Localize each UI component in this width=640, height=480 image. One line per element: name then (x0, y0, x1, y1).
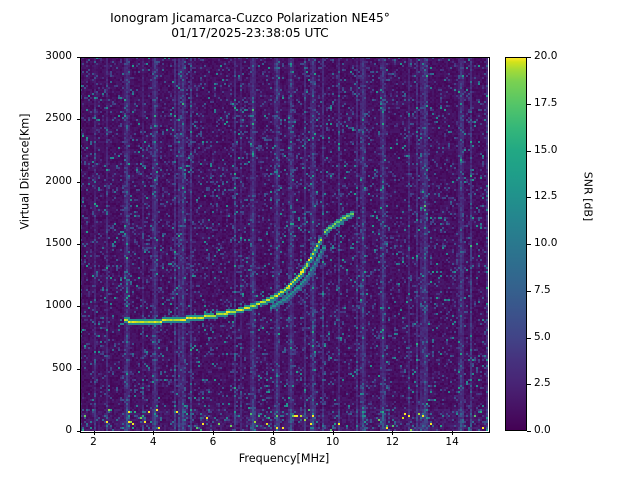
y-tick (76, 244, 80, 245)
x-tick (332, 431, 334, 435)
colorbar-label: SNR [dB] (581, 171, 595, 222)
y-tick (76, 306, 80, 308)
x-tick (93, 431, 95, 435)
y-tick-label: 2000 (45, 174, 72, 187)
colorbar-tick-label: 20.0 (534, 50, 558, 62)
colorbar-tick-label: 5.0 (534, 330, 551, 343)
figure-title: Ionogram Jicamarca-Cuzco Polarization NE… (0, 11, 500, 41)
y-tick-label: 1500 (45, 237, 72, 249)
x-tick-label: 4 (149, 436, 157, 448)
colorbar-tick (527, 337, 531, 339)
x-tick (153, 431, 155, 435)
x-tick-label: 10 (325, 436, 340, 448)
y-tick-label: 1000 (45, 299, 72, 312)
colorbar-tick (527, 244, 531, 245)
colorbar-tick-label: 2.5 (534, 377, 551, 390)
x-axis-label: Frequency[MHz] (238, 452, 330, 465)
colorbar-tick (527, 384, 531, 386)
colorbar-tick-label: 7.5 (534, 283, 551, 296)
y-tick-label: 2500 (45, 112, 72, 125)
x-tick (392, 431, 394, 435)
x-tick (272, 431, 274, 435)
colorbar-tick-label: 10.0 (534, 237, 558, 249)
colorbar-tick-label: 17.5 (534, 96, 558, 109)
y-tick (76, 119, 80, 121)
snr-heatmap-canvas (80, 57, 488, 431)
colorbar-tick-label: 0.0 (534, 424, 551, 436)
colorbar-tick (527, 197, 531, 199)
x-tick-label: 8 (269, 436, 277, 448)
y-tick-label: 0 (65, 424, 72, 436)
colorbar-tick (527, 103, 531, 105)
y-tick-label: 3000 (45, 50, 72, 62)
x-tick-label: 2 (90, 436, 97, 448)
y-tick-label: 500 (51, 361, 72, 374)
y-axis-label: Virtual Distance[Km] (18, 113, 32, 230)
colorbar-tick (527, 431, 531, 432)
colorbar-tick-label: 15.0 (534, 143, 558, 156)
ionogram-heatmap-axes (80, 57, 488, 431)
figure-title-line1: Ionogram Jicamarca-Cuzco Polarization NE… (110, 11, 390, 25)
x-tick (452, 431, 454, 435)
colorbar-tick (527, 290, 531, 292)
snr-colorbar (505, 57, 527, 431)
y-tick (76, 181, 80, 183)
y-tick (76, 57, 80, 58)
x-tick-label: 14 (445, 436, 459, 448)
x-tick-label: 12 (385, 436, 400, 448)
y-tick (76, 368, 80, 370)
colorbar-tick (527, 57, 531, 58)
x-tick-label: 6 (209, 436, 217, 448)
figure-title-line2: 01/17/2025-23:38:05 UTC (171, 26, 329, 40)
x-tick (213, 431, 214, 435)
colorbar-tick (527, 150, 531, 152)
y-tick (76, 431, 80, 432)
colorbar-tick-label: 12.5 (534, 190, 558, 203)
